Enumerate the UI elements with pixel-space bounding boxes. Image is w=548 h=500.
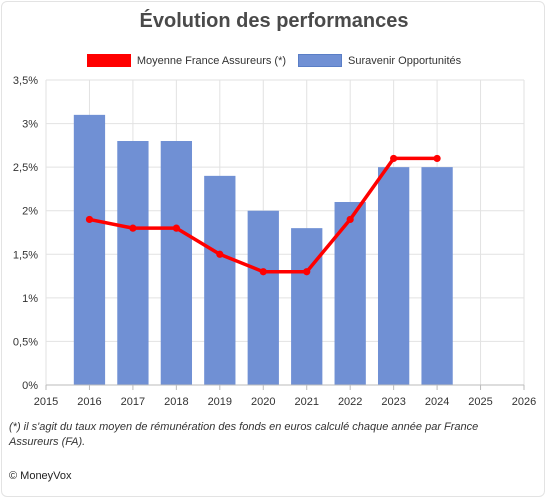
y-tick-label: 2%: [22, 206, 38, 218]
y-tick-label: 1%: [22, 293, 38, 305]
line-point-2020: [259, 268, 267, 276]
chart-plot: 0% 0,5% 1% 1,5% 2% 2,5% 3% 3,5% 2015 2016 2017 2018…: [13, 75, 536, 408]
brand-credit: © MoneyVox: [9, 470, 72, 482]
x-tick-label: 2023: [381, 396, 405, 408]
bar-2017: [117, 141, 149, 385]
legend-swatch-line: [86, 54, 131, 67]
bar-2022: [334, 202, 366, 385]
x-tick-label: 2018: [164, 396, 188, 408]
x-tick-label: 2025: [468, 396, 492, 408]
x-tick-label: 2021: [294, 396, 318, 408]
x-tick-label: 2026: [512, 396, 536, 408]
y-tick-label: 2,5%: [13, 162, 38, 174]
line-point-2017: [129, 224, 137, 232]
bar-2021: [291, 228, 323, 385]
line-point-2022: [346, 215, 354, 224]
legend-label-suravenir: Suravenir Opportunités: [348, 54, 462, 67]
y-tick-label: 3,5%: [13, 75, 38, 87]
x-tick-label: 2019: [208, 396, 232, 408]
x-tick-label: 2020: [251, 396, 275, 408]
bar-2019: [204, 175, 236, 385]
line-point-2018: [172, 224, 180, 232]
legend-swatch-bar: [298, 54, 343, 67]
line-point-2023: [390, 154, 398, 163]
x-tick-label: 2024: [425, 396, 449, 408]
chart-footnote: (*) il s'agit du taux moyen de rémunérat…: [9, 421, 479, 448]
y-tick-label: 0%: [22, 380, 38, 392]
chart-legend: Moyenne France Assureurs (*) Suravenir O…: [0, 54, 548, 67]
line-point-2016: [85, 215, 94, 224]
bar-2023: [377, 167, 410, 385]
line-point-2024: [433, 154, 441, 163]
x-tick-label: 2016: [77, 396, 101, 408]
bar-2016: [73, 114, 106, 385]
x-tick-label: 2022: [338, 396, 362, 408]
y-tick-label: 0,5%: [13, 336, 38, 348]
bar-2024: [421, 167, 453, 385]
bar-2018: [160, 141, 193, 385]
y-tick-label: 1,5%: [13, 249, 38, 261]
line-point-2021: [303, 268, 311, 276]
x-tick-label: 2017: [121, 396, 145, 408]
legend-item-france-assureurs[interactable]: Moyenne France Assureurs (*): [86, 54, 287, 67]
legend-item-suravenir[interactable]: Suravenir Opportunités: [298, 54, 461, 67]
bar-2020: [247, 210, 279, 385]
x-tick-label: 2015: [34, 396, 58, 408]
line-point-2019: [216, 250, 224, 258]
chart-title: Évolution des performances: [139, 10, 409, 32]
y-tick-label: 3%: [22, 119, 38, 131]
legend-label-france-assureurs: Moyenne France Assureurs (*): [136, 54, 287, 67]
